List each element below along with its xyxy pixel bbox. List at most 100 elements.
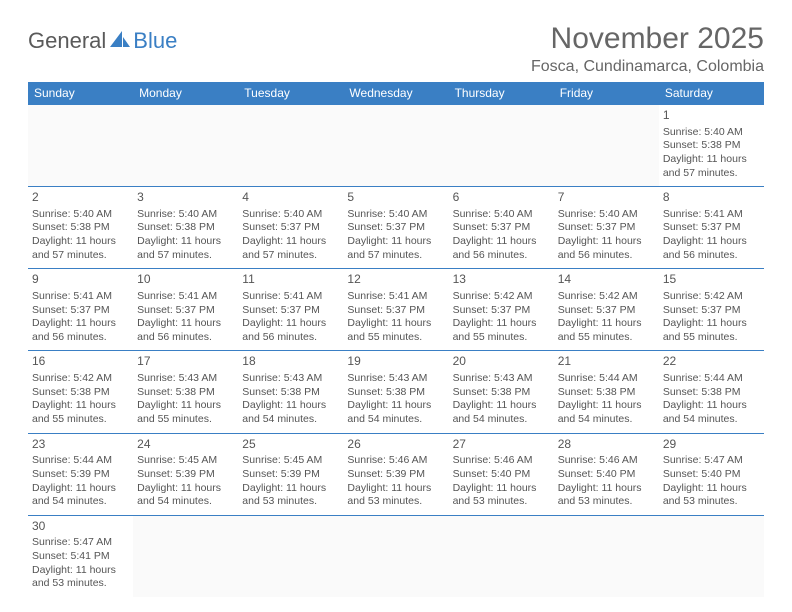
logo-sail-icon [109, 30, 131, 48]
daylight-line: Daylight: 11 hours and 55 minutes. [663, 317, 760, 344]
sunrise-line: Sunrise: 5:44 AM [558, 372, 655, 386]
calendar-cell-empty [238, 515, 343, 597]
location: Fosca, Cundinamarca, Colombia [531, 58, 764, 76]
daylight-line: Daylight: 11 hours and 56 minutes. [453, 235, 550, 262]
sunset-line: Sunset: 5:38 PM [453, 386, 550, 400]
daylight-line: Daylight: 11 hours and 54 minutes. [663, 399, 760, 426]
calendar-cell-empty [449, 105, 554, 187]
day-header: Tuesday [238, 82, 343, 105]
sunset-line: Sunset: 5:38 PM [32, 386, 129, 400]
sunset-line: Sunset: 5:39 PM [137, 468, 234, 482]
day-header: Sunday [28, 82, 133, 105]
sunrise-line: Sunrise: 5:43 AM [347, 372, 444, 386]
calendar-cell: 26Sunrise: 5:46 AMSunset: 5:39 PMDayligh… [343, 433, 448, 515]
calendar-cell: 11Sunrise: 5:41 AMSunset: 5:37 PMDayligh… [238, 269, 343, 351]
daylight-line: Daylight: 11 hours and 54 minutes. [558, 399, 655, 426]
calendar-cell: 28Sunrise: 5:46 AMSunset: 5:40 PMDayligh… [554, 433, 659, 515]
day-number: 13 [453, 272, 550, 288]
sunrise-line: Sunrise: 5:43 AM [137, 372, 234, 386]
day-number: 2 [32, 190, 129, 206]
sunrise-line: Sunrise: 5:47 AM [32, 536, 129, 550]
logo: General Blue [28, 22, 177, 54]
sunrise-line: Sunrise: 5:46 AM [453, 454, 550, 468]
calendar-table: SundayMondayTuesdayWednesdayThursdayFrid… [28, 82, 764, 597]
day-header: Saturday [659, 82, 764, 105]
sunrise-line: Sunrise: 5:44 AM [32, 454, 129, 468]
daylight-line: Daylight: 11 hours and 54 minutes. [453, 399, 550, 426]
day-header: Monday [133, 82, 238, 105]
calendar-cell: 24Sunrise: 5:45 AMSunset: 5:39 PMDayligh… [133, 433, 238, 515]
day-number: 19 [347, 354, 444, 370]
daylight-line: Daylight: 11 hours and 53 minutes. [242, 482, 339, 509]
daylight-line: Daylight: 11 hours and 57 minutes. [663, 153, 760, 180]
calendar-cell: 22Sunrise: 5:44 AMSunset: 5:38 PMDayligh… [659, 351, 764, 433]
daylight-line: Daylight: 11 hours and 53 minutes. [347, 482, 444, 509]
sunset-line: Sunset: 5:38 PM [347, 386, 444, 400]
sunrise-line: Sunrise: 5:41 AM [347, 290, 444, 304]
sunset-line: Sunset: 5:38 PM [32, 221, 129, 235]
sunrise-line: Sunrise: 5:40 AM [663, 126, 760, 140]
day-number: 26 [347, 437, 444, 453]
daylight-line: Daylight: 11 hours and 57 minutes. [32, 235, 129, 262]
day-number: 15 [663, 272, 760, 288]
sunset-line: Sunset: 5:40 PM [453, 468, 550, 482]
sunrise-line: Sunrise: 5:43 AM [242, 372, 339, 386]
calendar-cell-empty [659, 515, 764, 597]
calendar-cell: 12Sunrise: 5:41 AMSunset: 5:37 PMDayligh… [343, 269, 448, 351]
sunset-line: Sunset: 5:38 PM [663, 386, 760, 400]
title-block: November 2025 Fosca, Cundinamarca, Colom… [531, 22, 764, 76]
day-number: 24 [137, 437, 234, 453]
sunset-line: Sunset: 5:39 PM [242, 468, 339, 482]
sunset-line: Sunset: 5:40 PM [558, 468, 655, 482]
day-number: 21 [558, 354, 655, 370]
sunrise-line: Sunrise: 5:47 AM [663, 454, 760, 468]
sunset-line: Sunset: 5:37 PM [558, 221, 655, 235]
daylight-line: Daylight: 11 hours and 56 minutes. [558, 235, 655, 262]
calendar-row: 9Sunrise: 5:41 AMSunset: 5:37 PMDaylight… [28, 269, 764, 351]
sunset-line: Sunset: 5:37 PM [242, 221, 339, 235]
calendar-cell-empty [133, 105, 238, 187]
sunrise-line: Sunrise: 5:45 AM [137, 454, 234, 468]
calendar-cell: 15Sunrise: 5:42 AMSunset: 5:37 PMDayligh… [659, 269, 764, 351]
day-number: 9 [32, 272, 129, 288]
daylight-line: Daylight: 11 hours and 56 minutes. [663, 235, 760, 262]
calendar-header-row: SundayMondayTuesdayWednesdayThursdayFrid… [28, 82, 764, 105]
sunrise-line: Sunrise: 5:40 AM [453, 208, 550, 222]
day-number: 27 [453, 437, 550, 453]
sunrise-line: Sunrise: 5:40 AM [137, 208, 234, 222]
daylight-line: Daylight: 11 hours and 55 minutes. [137, 399, 234, 426]
calendar-cell-empty [343, 105, 448, 187]
sunset-line: Sunset: 5:39 PM [32, 468, 129, 482]
calendar-row: 16Sunrise: 5:42 AMSunset: 5:38 PMDayligh… [28, 351, 764, 433]
month-title: November 2025 [531, 22, 764, 56]
day-number: 17 [137, 354, 234, 370]
calendar-cell: 29Sunrise: 5:47 AMSunset: 5:40 PMDayligh… [659, 433, 764, 515]
daylight-line: Daylight: 11 hours and 53 minutes. [558, 482, 655, 509]
calendar-cell: 6Sunrise: 5:40 AMSunset: 5:37 PMDaylight… [449, 187, 554, 269]
sunrise-line: Sunrise: 5:42 AM [32, 372, 129, 386]
day-number: 5 [347, 190, 444, 206]
calendar-cell: 16Sunrise: 5:42 AMSunset: 5:38 PMDayligh… [28, 351, 133, 433]
calendar-cell: 13Sunrise: 5:42 AMSunset: 5:37 PMDayligh… [449, 269, 554, 351]
day-number: 25 [242, 437, 339, 453]
daylight-line: Daylight: 11 hours and 54 minutes. [242, 399, 339, 426]
sunset-line: Sunset: 5:38 PM [137, 221, 234, 235]
calendar-cell: 23Sunrise: 5:44 AMSunset: 5:39 PMDayligh… [28, 433, 133, 515]
sunrise-line: Sunrise: 5:41 AM [663, 208, 760, 222]
day-header: Thursday [449, 82, 554, 105]
day-number: 11 [242, 272, 339, 288]
logo-word1: General [28, 28, 106, 54]
sunset-line: Sunset: 5:37 PM [558, 304, 655, 318]
day-number: 7 [558, 190, 655, 206]
sunset-line: Sunset: 5:37 PM [663, 221, 760, 235]
calendar-cell-empty [554, 515, 659, 597]
sunset-line: Sunset: 5:38 PM [663, 139, 760, 153]
day-header: Friday [554, 82, 659, 105]
calendar-cell: 27Sunrise: 5:46 AMSunset: 5:40 PMDayligh… [449, 433, 554, 515]
sunset-line: Sunset: 5:37 PM [347, 304, 444, 318]
daylight-line: Daylight: 11 hours and 54 minutes. [137, 482, 234, 509]
daylight-line: Daylight: 11 hours and 57 minutes. [347, 235, 444, 262]
daylight-line: Daylight: 11 hours and 54 minutes. [347, 399, 444, 426]
sunrise-line: Sunrise: 5:40 AM [242, 208, 339, 222]
day-number: 20 [453, 354, 550, 370]
